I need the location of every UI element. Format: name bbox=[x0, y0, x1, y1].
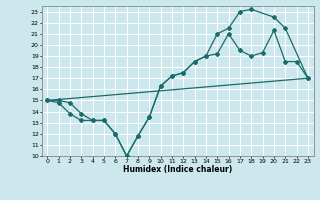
X-axis label: Humidex (Indice chaleur): Humidex (Indice chaleur) bbox=[123, 165, 232, 174]
